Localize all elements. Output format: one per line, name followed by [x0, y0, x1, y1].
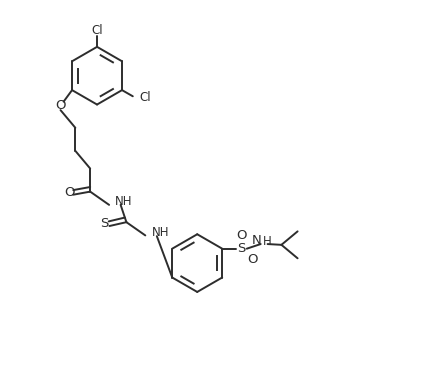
Text: Cl: Cl [139, 91, 151, 104]
Text: NH: NH [152, 226, 169, 239]
Text: Cl: Cl [91, 24, 103, 37]
Text: NH: NH [115, 195, 133, 208]
Text: S: S [237, 242, 245, 255]
Text: N: N [252, 234, 261, 247]
Text: O: O [236, 229, 247, 242]
Text: O: O [55, 99, 66, 112]
Text: O: O [64, 186, 74, 199]
Text: O: O [247, 253, 258, 266]
Text: S: S [100, 217, 108, 230]
Text: H: H [262, 235, 271, 248]
